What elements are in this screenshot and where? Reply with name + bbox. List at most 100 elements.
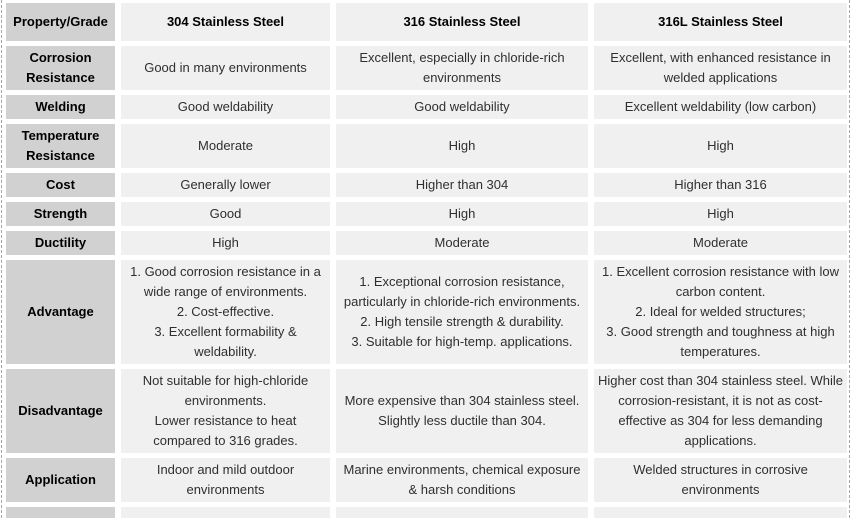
data-cell: Marine environments, chemical exposure &… bbox=[336, 458, 588, 502]
row-label: Advantage bbox=[27, 304, 94, 319]
data-cell: Moderate bbox=[121, 124, 330, 168]
data-cell: Moderate bbox=[336, 231, 588, 255]
data-cell: Excellent, especially in chloride-rich e… bbox=[336, 46, 588, 90]
cell-line: High bbox=[448, 206, 476, 221]
data-cell: 1. Excellent corrosion resistance with l… bbox=[594, 260, 847, 364]
row-label: Disadvantage bbox=[18, 403, 103, 418]
column-header-label: 316L Stainless Steel bbox=[658, 14, 783, 29]
row-label: Corrosion Resistance bbox=[26, 50, 95, 85]
cell-line: Good bbox=[209, 206, 242, 221]
cell-line: Excellent, with enhanced resistance in w… bbox=[610, 50, 831, 85]
cell-line: Higher cost than 304 stainless steel. Wh… bbox=[598, 373, 843, 448]
table-header-row: Property/Grade 304 Stainless Steel 316 S… bbox=[6, 3, 847, 41]
data-cell: Indoor and mild outdoor environments bbox=[121, 458, 330, 502]
row-label-cell: Advantage bbox=[6, 260, 115, 364]
row-label: Strength bbox=[33, 206, 88, 221]
column-header-304: 304 Stainless Steel bbox=[121, 3, 330, 41]
cell-line: 2. High tensile strength & durability. bbox=[360, 314, 564, 329]
cell-line: 3. Excellent formability & weldability. bbox=[154, 324, 297, 359]
data-cell: Moderate bbox=[594, 231, 847, 255]
data-cell: 1. Exceptional corrosion resistance, par… bbox=[336, 260, 588, 364]
cell-line: Lower resistance to heat compared to 316… bbox=[153, 413, 298, 448]
data-cell: Good bbox=[121, 202, 330, 226]
column-header-label: 304 Stainless Steel bbox=[166, 14, 285, 29]
property-row: Ductility High Moderate Moderate bbox=[6, 231, 847, 255]
cell-line: Welded structures in corrosive environme… bbox=[633, 462, 808, 497]
data-cell: Higher than 316 bbox=[594, 173, 847, 197]
cell-line: Moderate bbox=[198, 138, 253, 153]
row-label: Cost bbox=[46, 177, 75, 192]
data-cell: Good weldability bbox=[121, 95, 330, 119]
cell-line: Generally lower bbox=[180, 177, 271, 192]
column-header-316: 316 Stainless Steel bbox=[336, 3, 588, 41]
cell-line: Excellent, especially in chloride-rich e… bbox=[359, 50, 565, 85]
cell-line: 1. Exceptional corrosion resistance, par… bbox=[343, 274, 581, 309]
cell-line: 3. Suitable for high-temp. applications. bbox=[351, 334, 573, 349]
row-label: Welding bbox=[35, 99, 86, 114]
cell-line: Good weldability bbox=[414, 99, 510, 114]
cell-line: Not suitable for high-chloride environme… bbox=[142, 373, 309, 408]
cell-line: 2. Ideal for welded structures; bbox=[635, 304, 806, 319]
cell-line: Moderate bbox=[693, 235, 748, 250]
data-cell: High bbox=[336, 124, 588, 168]
cell-line: High bbox=[707, 206, 734, 221]
right-page-break-dashed-line bbox=[849, 0, 850, 518]
partial-row-cell bbox=[336, 507, 588, 518]
corner-header-label: Property/Grade bbox=[13, 14, 108, 29]
table-body: Corrosion Resistance Good in many environ… bbox=[6, 46, 847, 502]
row-label-cell: Cost bbox=[6, 173, 115, 197]
data-cell: More expensive than 304 stainless steel.… bbox=[336, 369, 588, 453]
data-cell: Good in many environments bbox=[121, 46, 330, 90]
data-cell: Excellent, with enhanced resistance in w… bbox=[594, 46, 847, 90]
property-row: Corrosion Resistance Good in many environ… bbox=[6, 46, 847, 90]
data-cell: High bbox=[336, 202, 588, 226]
cell-line: 3. Good strength and toughness at high t… bbox=[606, 324, 835, 359]
property-row: Advantage 1. Good corrosion resistance in… bbox=[6, 260, 847, 364]
cell-line: Indoor and mild outdoor environments bbox=[156, 462, 295, 497]
data-cell: High bbox=[594, 202, 847, 226]
cell-line: 2. Cost-effective. bbox=[176, 304, 275, 319]
cell-line: 1. Good corrosion resistance in a wide r… bbox=[130, 264, 321, 299]
cell-line: High bbox=[448, 138, 476, 153]
data-cell: Generally lower bbox=[121, 173, 330, 197]
property-row: Application Indoor and mild outdoor envir… bbox=[6, 458, 847, 502]
cell-line: More expensive than 304 stainless steel. bbox=[344, 393, 580, 408]
cell-line: Slightly less ductile than 304. bbox=[378, 413, 546, 428]
cell-line: Higher than 304 bbox=[415, 177, 509, 192]
row-label-cell: Application bbox=[6, 458, 115, 502]
cell-line: 1. Excellent corrosion resistance with l… bbox=[602, 264, 839, 299]
row-label-cell: Disadvantage bbox=[6, 369, 115, 453]
property-row: Welding Good weldability Good weldability E… bbox=[6, 95, 847, 119]
property-row: Strength Good High High bbox=[6, 202, 847, 226]
property-row: Temperature Resistance Moderate High High bbox=[6, 124, 847, 168]
row-label-cell: Strength bbox=[6, 202, 115, 226]
row-label-cell: Temperature Resistance bbox=[6, 124, 115, 168]
data-cell: Welded structures in corrosive environme… bbox=[594, 458, 847, 502]
partial-row-cell bbox=[121, 507, 330, 518]
partial-row-label-cell bbox=[6, 507, 115, 518]
stainless-steel-comparison-table: Property/Grade 304 Stainless Steel 316 S… bbox=[6, 3, 847, 518]
data-cell: High bbox=[594, 124, 847, 168]
property-row: Disadvantage Not suitable for high-chlori… bbox=[6, 369, 847, 453]
data-cell: Good weldability bbox=[336, 95, 588, 119]
data-cell: Excellent weldability (low carbon) bbox=[594, 95, 847, 119]
data-cell: 1. Good corrosion resistance in a wide r… bbox=[121, 260, 330, 364]
cell-line: Good weldability bbox=[177, 99, 274, 114]
row-label-cell: Ductility bbox=[6, 231, 115, 255]
cell-line: Excellent weldability (low carbon) bbox=[624, 99, 817, 114]
cell-line: Marine environments, chemical exposure &… bbox=[343, 462, 581, 497]
data-cell: Higher cost than 304 stainless steel. Wh… bbox=[594, 369, 847, 453]
row-label: Temperature Resistance bbox=[21, 128, 100, 163]
partial-next-row bbox=[6, 507, 847, 518]
row-label-cell: Welding bbox=[6, 95, 115, 119]
cell-line: Good in many environments bbox=[144, 60, 307, 75]
row-label: Application bbox=[25, 472, 96, 487]
cell-line: Moderate bbox=[434, 235, 490, 250]
column-header-316l: 316L Stainless Steel bbox=[594, 3, 847, 41]
column-header-label: 316 Stainless Steel bbox=[403, 14, 521, 29]
cell-line: High bbox=[707, 138, 734, 153]
data-cell: High bbox=[121, 231, 330, 255]
row-label: Ductility bbox=[34, 235, 87, 250]
property-row: Cost Generally lower Higher than 304 Higher… bbox=[6, 173, 847, 197]
